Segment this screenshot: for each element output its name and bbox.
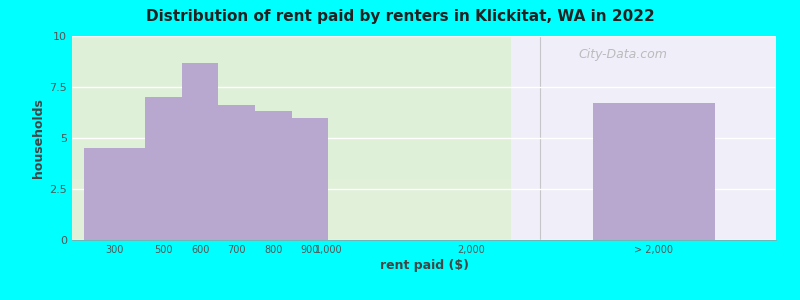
Bar (72, 128, 511, 138)
Bar (593, 103, 715, 240)
Bar (72, 97, 511, 107)
Bar (72, 77, 511, 87)
Bar (72, 67, 511, 77)
Bar (72, 179, 511, 189)
Bar (511, 36, 776, 240)
Bar (255, 112, 292, 240)
Bar (72, 199, 511, 209)
Bar (182, 62, 218, 240)
Bar (72, 189, 511, 199)
Y-axis label: households: households (32, 98, 46, 178)
Bar (146, 97, 182, 240)
Text: Distribution of rent paid by renters in Klickitat, WA in 2022: Distribution of rent paid by renters in … (146, 9, 654, 24)
Bar (72, 138, 511, 148)
Bar (72, 209, 511, 220)
X-axis label: rent paid ($): rent paid ($) (379, 259, 469, 272)
Text: City-Data.com: City-Data.com (579, 48, 668, 61)
Bar (72, 220, 511, 230)
Bar (72, 118, 511, 128)
Bar (72, 148, 511, 158)
Bar (72, 87, 511, 97)
Bar (72, 107, 511, 118)
Bar (72, 56, 511, 67)
Bar (72, 158, 511, 169)
Bar (72, 230, 511, 240)
Bar (72, 46, 511, 56)
Bar (72, 36, 511, 240)
Bar (72, 36, 511, 46)
Bar (292, 118, 328, 240)
Bar (72, 169, 511, 179)
Bar (84, 148, 146, 240)
Bar (218, 105, 255, 240)
